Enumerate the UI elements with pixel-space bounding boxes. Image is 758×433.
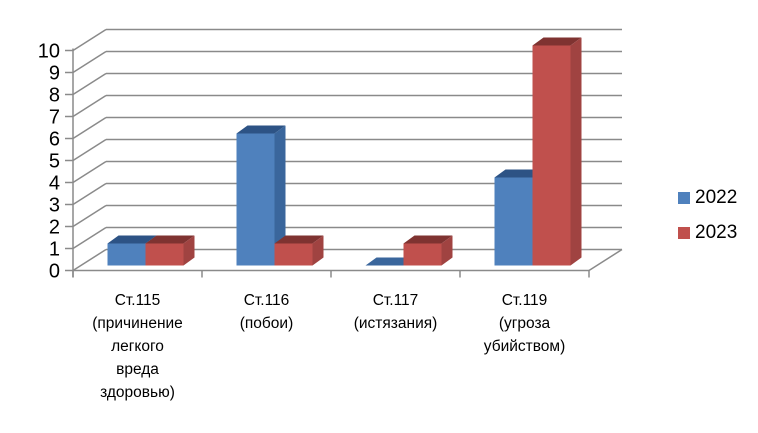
bar-2023-cat2	[274, 235, 324, 266]
y-tick-label-6: 6	[49, 129, 60, 151]
y-tick-label-5: 5	[49, 151, 60, 173]
category-label-3: Ст.117 (истязания)	[354, 292, 438, 332]
bar-2023-cat4	[532, 37, 582, 266]
bar-2023-cat1	[145, 235, 195, 266]
legend-swatch-2022	[678, 192, 690, 204]
y-tick-label-10: 10	[38, 41, 60, 63]
y-tick-label-4: 4	[49, 173, 60, 195]
legend-swatch-2023	[678, 227, 690, 239]
category-label-1: Ст.115 (причинение легкого вреда здоровью)	[92, 292, 183, 401]
axes	[65, 48, 590, 278]
chart-legend: 2022 2023	[678, 187, 737, 257]
y-tick-label-9: 9	[49, 63, 60, 85]
bar-2022-cat3	[365, 257, 415, 266]
bars	[107, 37, 582, 266]
legend-label-2023: 2023	[695, 222, 738, 243]
bar-2023-cat3	[403, 235, 453, 266]
category-label-2: Ст.116 (побои)	[240, 292, 294, 332]
legend-item-2022: 2022	[678, 187, 737, 209]
y-tick-label-7: 7	[49, 107, 60, 129]
bar-2022-cat2	[236, 125, 286, 266]
legend-item-2023: 2023	[678, 222, 737, 244]
y-tick-label-8: 8	[49, 85, 60, 107]
legend-label-2022: 2022	[695, 187, 738, 208]
category-label-4: Ст.119 (угроза убийством)	[484, 292, 565, 355]
y-tick-label-2: 2	[49, 217, 60, 239]
y-tick-label-1: 1	[49, 239, 60, 261]
y-tick-label-0: 0	[49, 261, 60, 283]
x-axis-labels: Ст.115 (причинение легкого вреда здоровью) Ст…	[92, 292, 565, 401]
y-tick-label-3: 3	[49, 195, 60, 217]
